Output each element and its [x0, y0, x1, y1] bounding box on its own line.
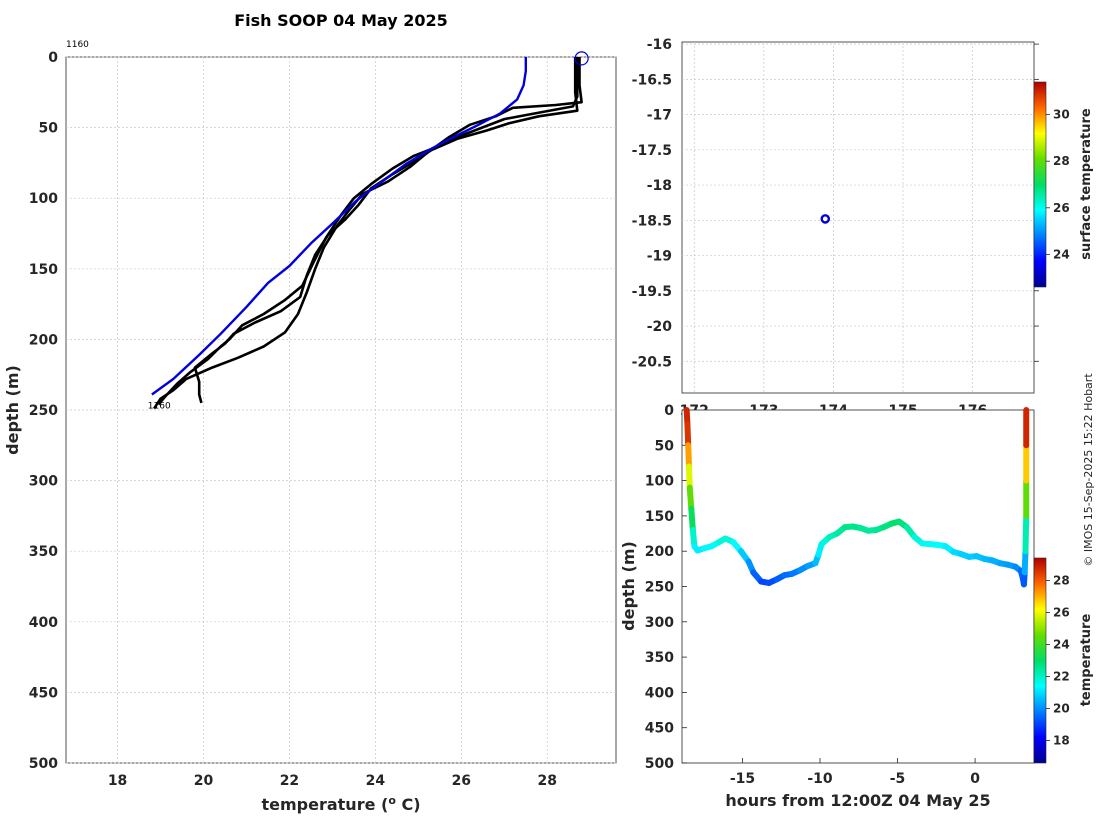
section-y-tick-label: 450	[645, 721, 674, 737]
y-tick-label: 150	[29, 262, 58, 278]
section-track-segment	[684, 421, 692, 449]
credit-text: © IMOS 15-Sep-2025 15:22 Hobart	[1082, 373, 1095, 567]
section-y-tick-label: 350	[645, 650, 674, 666]
temperature-colorbar-label: temperature	[1079, 614, 1094, 707]
section-x-tick-label: -10	[807, 771, 833, 787]
temperature-colorbar-tick-label: 26	[1053, 605, 1070, 619]
map-plot-area	[681, 41, 1035, 394]
location-point	[820, 214, 831, 224]
profile-plot-area	[65, 56, 617, 764]
y-tick-label: 200	[29, 332, 58, 348]
surface-colorbar-tick-label: 24	[1053, 247, 1070, 261]
temperature-profile-plot: 18 20 22 24 26 28 0 50 100 150 200 250 300 350 400 450…	[3, 11, 617, 814]
surface-temperature-colorbar	[1033, 81, 1047, 288]
x-tick-label: 26	[452, 773, 471, 789]
section-y-tick-label: 250	[645, 580, 674, 596]
section-y-tick-label: 400	[645, 685, 674, 701]
map-y-tick-label: -18	[647, 178, 672, 194]
temperature-colorbar-tick-label: 24	[1053, 637, 1070, 651]
section-track-segment	[686, 484, 695, 512]
map-y-tick-label: -16.5	[632, 72, 672, 88]
temperature-colorbar-tick-label: 22	[1053, 670, 1070, 684]
map-y-tick-label: -19	[647, 249, 672, 265]
section-x-tick-label: -15	[730, 771, 755, 787]
section-track-segment	[688, 505, 696, 534]
section-track-segment	[1022, 512, 1030, 555]
map-y-tick-label: -20	[647, 319, 673, 335]
section-y-tick-label: 150	[645, 509, 674, 525]
surface-colorbar-tick-label: 28	[1053, 154, 1070, 168]
y-tick-label: 300	[29, 474, 58, 490]
section-plot-area	[681, 409, 1035, 764]
x-tick-label: 18	[108, 773, 127, 789]
section-x-axis-label: hours from 12:00Z 04 May 25	[725, 791, 990, 810]
y-tick-label: 50	[39, 121, 59, 137]
profile-id-label: 1160	[66, 40, 89, 50]
map-y-tick-label: -20.5	[632, 354, 672, 370]
section-track-segment	[685, 442, 692, 470]
profile-id-label: 1160	[148, 402, 171, 412]
profile-line-1	[151, 57, 527, 396]
section-y-tick-label: 300	[645, 615, 674, 631]
section-y-tick-label: 200	[645, 544, 674, 560]
map-y-tick-label: -17.5	[632, 143, 672, 159]
location-map: 172173174175176 -16-16.5-17-17.5-18-18.5…	[632, 37, 1094, 419]
y-axis-label: depth (m)	[3, 365, 22, 455]
y-tick-label: 100	[29, 191, 58, 207]
surface-marker	[574, 51, 589, 66]
section-track-segment	[685, 463, 693, 491]
depth-time-section: -15 -10 -5 0 0 50 100 150 200 250 300 350 400 450 500…	[619, 403, 1094, 810]
section-y-tick-label: 500	[645, 756, 674, 772]
x-axis-label: temperature (o C)	[261, 794, 420, 814]
x-tick-label: 24	[366, 773, 386, 789]
section-x-tick-label: 0	[970, 771, 980, 787]
section-x-tick-label: -5	[890, 771, 906, 787]
map-y-tick-label: -16	[647, 37, 672, 53]
surface-colorbar-tick-label: 26	[1053, 201, 1070, 215]
y-tick-label: 500	[29, 756, 58, 772]
x-tick-label: 28	[538, 773, 557, 789]
temperature-colorbar	[1033, 557, 1047, 764]
section-y-tick-label: 0	[664, 403, 674, 419]
temperature-colorbar-tick-label: 28	[1053, 573, 1070, 587]
chart-title: Fish SOOP 04 May 2025	[234, 11, 448, 30]
y-tick-label: 400	[29, 615, 58, 631]
y-tick-label: 450	[29, 685, 58, 701]
temperature-colorbar-tick-label: 18	[1053, 734, 1070, 748]
map-y-tick-label: -18.5	[632, 213, 672, 229]
x-tick-label: 20	[194, 773, 214, 789]
profile-line-2	[153, 57, 583, 410]
map-y-tick-label: -17	[647, 108, 672, 124]
section-y-axis-label: depth (m)	[619, 541, 638, 631]
y-tick-label: 0	[48, 50, 58, 66]
y-tick-label: 350	[29, 544, 58, 560]
section-track-segment	[1021, 548, 1029, 576]
section-y-tick-label: 50	[655, 438, 675, 454]
x-tick-label: 22	[280, 773, 299, 789]
map-y-tick-label: -19.5	[632, 284, 672, 300]
surface-temperature-colorbar-label: surface temperature	[1079, 108, 1094, 260]
profile-line-4	[157, 57, 579, 406]
y-tick-label: 250	[29, 403, 58, 419]
section-y-tick-label: 100	[645, 474, 674, 490]
temperature-colorbar-tick-label: 20	[1053, 702, 1070, 716]
surface-colorbar-tick-label: 30	[1053, 108, 1070, 122]
